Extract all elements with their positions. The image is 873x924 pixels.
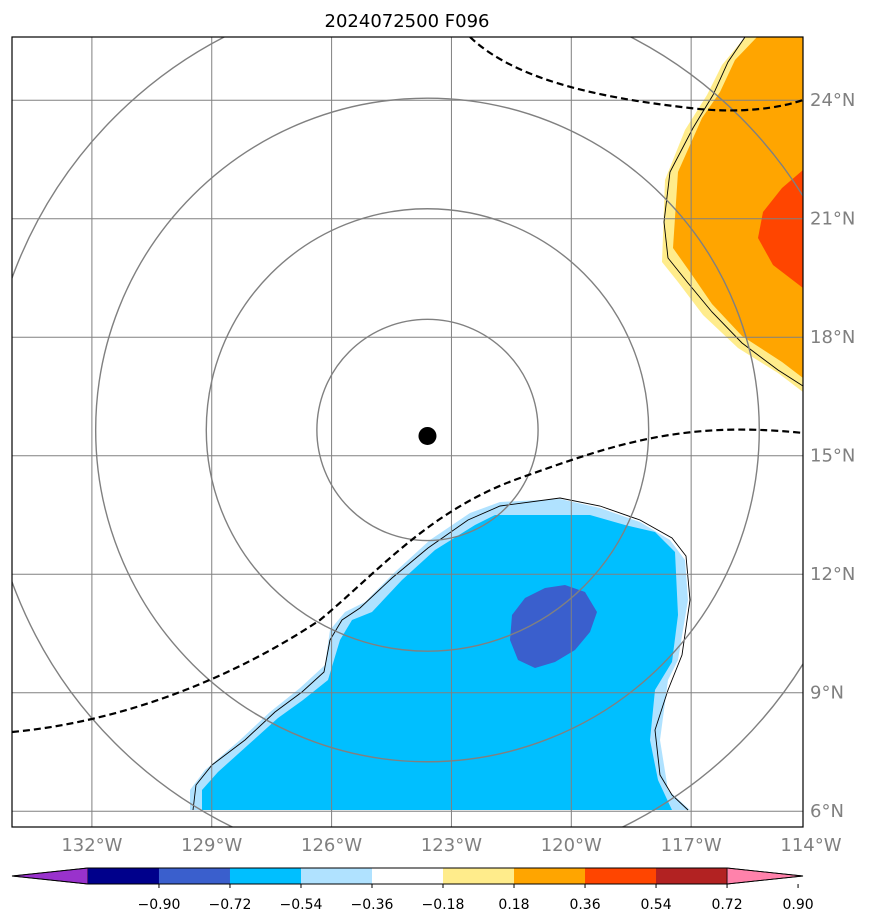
colorbar-extend-high	[726, 867, 804, 885]
colorbar-segment-6	[443, 868, 515, 884]
fill-pos-0-54	[758, 170, 803, 288]
map-area	[12, 37, 803, 827]
colorbar-tick-label-4: −0.18	[422, 897, 465, 913]
colorbar-segment-7	[514, 868, 586, 884]
lat-tick-label-4: 12°N	[810, 564, 855, 585]
colorbar-segment-9	[656, 868, 728, 884]
colorbar-extend-low	[11, 867, 89, 885]
dashed-contour-south	[12, 428, 803, 734]
colorbar-tick-label-7: 0.54	[640, 897, 671, 913]
map-title: 2024072500 F096	[325, 11, 490, 32]
lat-tick-label-2: 18°N	[810, 327, 855, 348]
colorbar-segment-2	[158, 868, 231, 884]
coast-outline-ne	[663, 37, 803, 387]
storm-center-marker	[418, 426, 437, 445]
lat-tick-label-6: 6°N	[810, 801, 844, 822]
lon-tick-label-6: 114°W	[780, 835, 841, 856]
range-ring-1	[205, 208, 650, 652]
coast-outline-sw	[192, 497, 691, 811]
colorbar-tick-label-1: −0.72	[209, 897, 252, 913]
lon-tick-label-0: 132°W	[61, 835, 122, 856]
lon-tick-label-2: 126°W	[301, 835, 362, 856]
lon-tick-label-3: 123°W	[421, 835, 482, 856]
colorbar-segment-5	[371, 868, 444, 884]
map-frame	[11, 36, 804, 828]
colorbar-tick-label-9: 0.90	[782, 897, 813, 913]
colorbar-tick-label-2: −0.54	[280, 897, 323, 913]
colorbar-frame	[11, 867, 804, 885]
latitude-tick-labels: 24°N 21°N 18°N 15°N 12°N 9°N 6°N	[810, 90, 855, 822]
lat-tick-label-0: 24°N	[810, 90, 855, 111]
colorbar-segment-1	[87, 868, 160, 884]
colorbar-tick-label-3: −0.36	[351, 897, 394, 913]
colorbar-tick-label-0: −0.90	[138, 897, 181, 913]
colorbar-segment-4	[300, 868, 373, 884]
colorbar-segment-8	[585, 868, 657, 884]
range-rings	[12, 37, 803, 827]
longitude-tick-labels: 132°W 129°W 126°W 123°W 120°W 117°W 114°W	[61, 835, 841, 856]
colorbar-tick-label-8: 0.72	[711, 897, 742, 913]
range-ring-2	[94, 97, 760, 763]
fill-neg-0-54	[510, 585, 597, 668]
colorbar-segment-3	[229, 868, 302, 884]
lat-tick-label-1: 21°N	[810, 209, 855, 230]
gridlines	[12, 37, 803, 827]
lon-tick-label-4: 120°W	[541, 835, 602, 856]
colorbar-tick-label-6: 0.36	[569, 897, 600, 913]
lat-tick-label-3: 15°N	[810, 446, 855, 467]
fill-pos-0-36	[673, 37, 803, 378]
lon-tick-label-1: 129°W	[181, 835, 242, 856]
colorbar: −0.90 −0.72 −0.54 −0.36 −0.18 0.18 0.36 0.54 0.7…	[11, 867, 814, 913]
lat-tick-label-5: 9°N	[810, 683, 844, 704]
range-ring-0	[316, 318, 539, 542]
colorbar-tick-label-5: 0.18	[498, 897, 529, 913]
lon-tick-label-5: 117°W	[661, 835, 722, 856]
dashed-contour-north	[469, 37, 803, 112]
